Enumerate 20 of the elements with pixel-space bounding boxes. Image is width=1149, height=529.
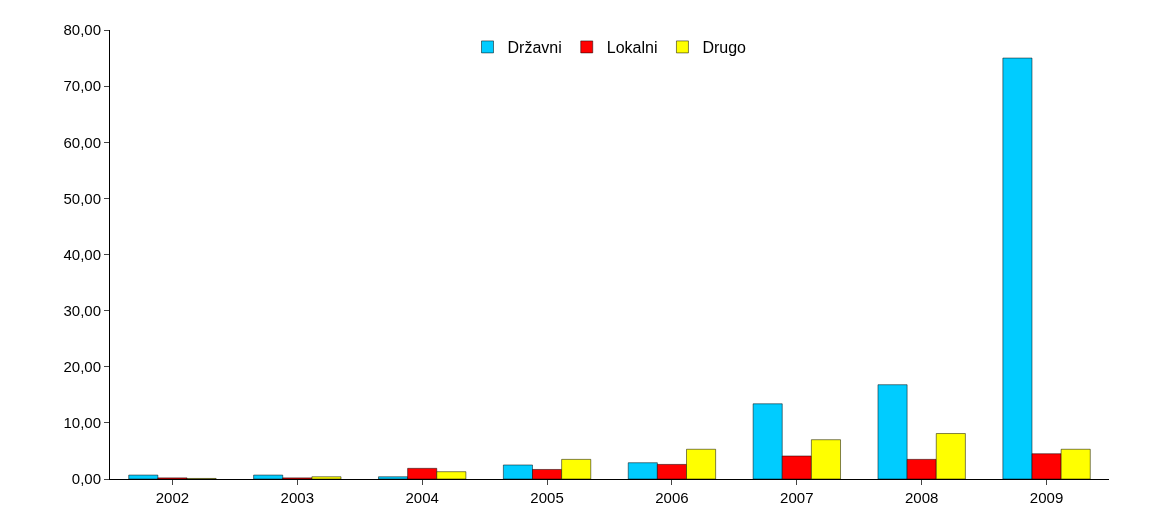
x-tick-label: 2004: [405, 489, 439, 506]
x-tick-label: 2003: [280, 489, 314, 506]
legend-label: Državni: [507, 39, 562, 57]
y-tick-label: 80,00: [63, 21, 101, 39]
x-tick-label: 2002: [155, 489, 190, 506]
y-tick-label: 0,00: [71, 470, 101, 488]
x-tick-label: 2006: [655, 489, 689, 506]
legend-label: Lokalni: [606, 39, 658, 57]
y-tick-label: 10,00: [63, 414, 101, 432]
legend-label: Drugo: [702, 39, 747, 57]
x-tick-label: 2007: [780, 489, 814, 506]
y-tick-label: 70,00: [63, 77, 101, 95]
y-tick-label: 60,00: [63, 133, 101, 151]
y-tick-label: 50,00: [63, 189, 101, 207]
x-tick-label: 2009: [1029, 489, 1064, 506]
y-tick-label: 20,00: [63, 358, 101, 375]
x-tick-label: 2005: [530, 489, 564, 506]
x-tick-label: 2008: [905, 489, 939, 506]
y-tick-label: 30,00: [63, 301, 101, 319]
y-tick-label: 40,00: [63, 245, 101, 263]
